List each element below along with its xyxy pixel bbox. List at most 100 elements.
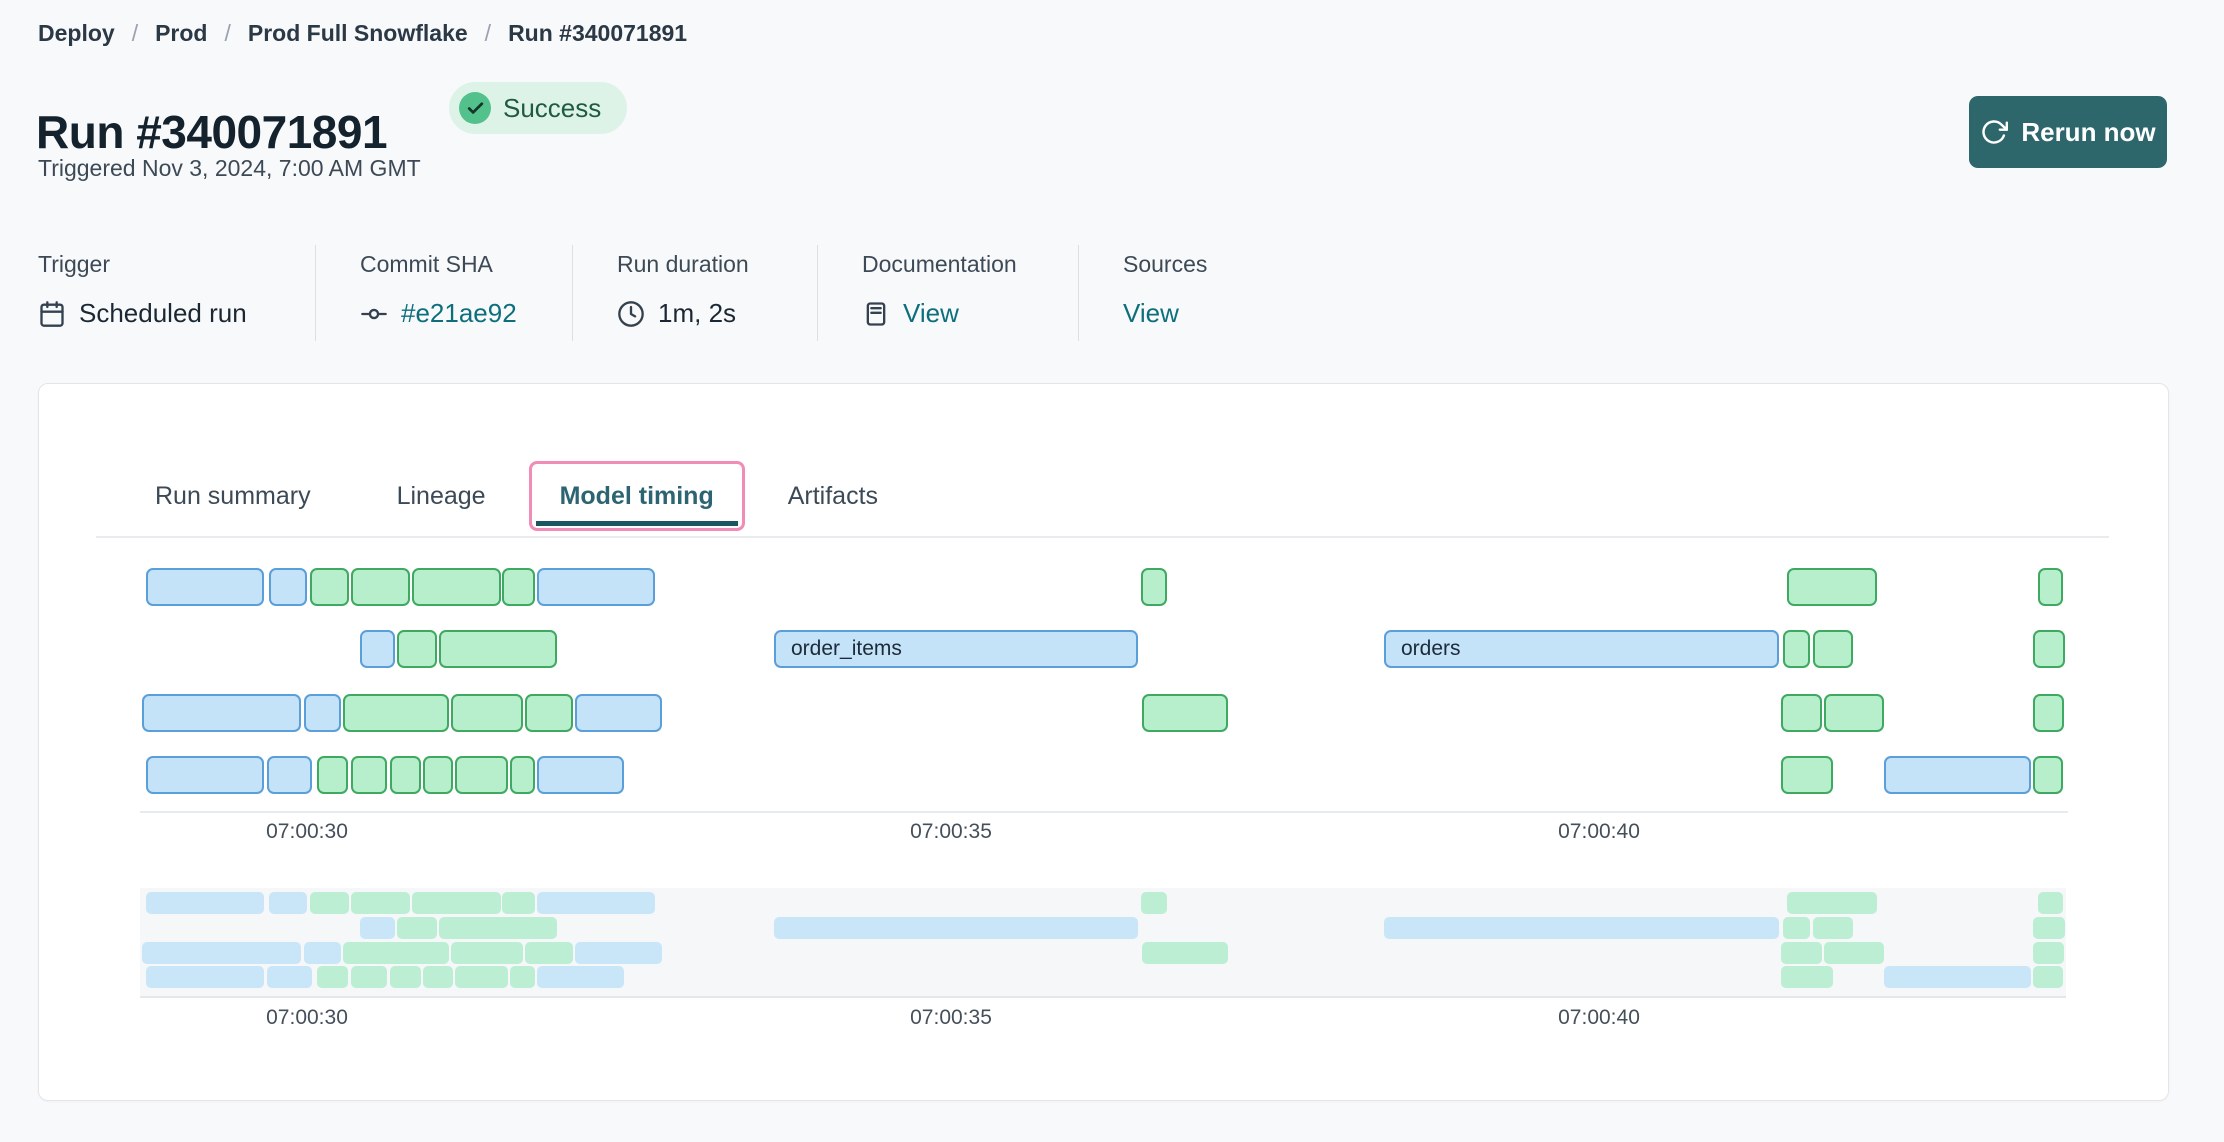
gantt-bar[interactable] xyxy=(2038,568,2063,606)
document-icon xyxy=(862,300,890,328)
tab-run-summary[interactable]: Run summary xyxy=(155,481,311,510)
documentation-view-link[interactable]: View xyxy=(903,298,959,328)
gantt-bar[interactable] xyxy=(537,568,655,606)
gantt-bar[interactable] xyxy=(146,756,264,794)
minimap-bar xyxy=(451,942,523,964)
meta-duration-label: Run duration xyxy=(617,251,749,277)
gantt-bar[interactable] xyxy=(525,694,573,732)
gantt-bar[interactable] xyxy=(1824,694,1884,732)
meta-sources-label: Sources xyxy=(1123,251,1208,277)
rerun-now-button[interactable]: Rerun now xyxy=(1969,96,2167,168)
gantt-bar[interactable] xyxy=(267,756,312,794)
minimap-bar xyxy=(439,917,557,939)
meta-trigger-value: Scheduled run xyxy=(79,298,247,328)
gantt-bar[interactable] xyxy=(142,694,301,732)
minimap-bar xyxy=(412,892,501,914)
breadcrumb-deploy[interactable]: Deploy xyxy=(38,20,115,46)
minimap-bar xyxy=(774,917,1138,939)
gantt-bar[interactable] xyxy=(451,694,523,732)
minimap-bar xyxy=(397,917,437,939)
gantt-bar[interactable] xyxy=(343,694,449,732)
minimap-bar xyxy=(455,966,508,988)
page-title: Run #340071891 xyxy=(36,105,388,158)
gantt-bar[interactable] xyxy=(502,568,535,606)
gantt-bar[interactable] xyxy=(537,756,624,794)
gantt-bar[interactable] xyxy=(317,756,348,794)
minimap-bar xyxy=(1813,917,1853,939)
meta-run-duration: Run duration 1m, 2s xyxy=(572,245,817,341)
tab-bar: Run summary Lineage Model timing Artifac… xyxy=(155,458,878,534)
minimap-bar xyxy=(343,942,449,964)
gantt-bar[interactable] xyxy=(390,756,421,794)
gantt-bar[interactable] xyxy=(1781,756,1833,794)
commit-icon xyxy=(360,300,388,328)
minimap-bar xyxy=(310,892,349,914)
minimap-bar xyxy=(575,942,662,964)
minimap-bar xyxy=(317,966,348,988)
gantt-bar[interactable] xyxy=(351,756,387,794)
minimap-bar xyxy=(525,942,573,964)
minimap-bar xyxy=(537,966,624,988)
minimap-bar xyxy=(351,892,410,914)
gantt-bar[interactable] xyxy=(1813,630,1853,668)
meta-trigger: Trigger Scheduled run xyxy=(38,245,315,341)
gantt-bar[interactable] xyxy=(397,630,437,668)
gantt-bar[interactable] xyxy=(1141,568,1167,606)
minimap-bar xyxy=(1884,966,2031,988)
minimap-bar xyxy=(510,966,535,988)
meta-documentation: Documentation View xyxy=(817,245,1078,341)
rerun-icon xyxy=(1980,118,2009,146)
minimap-bar xyxy=(304,942,341,964)
gantt-bar[interactable] xyxy=(1781,694,1822,732)
gantt-bar[interactable] xyxy=(2033,630,2065,668)
gantt-bar[interactable] xyxy=(351,568,410,606)
success-check-icon xyxy=(459,92,491,124)
minimap-bar xyxy=(1384,917,1779,939)
meta-commit-sha: Commit SHA #e21ae92 xyxy=(315,245,572,341)
meta-trigger-label: Trigger xyxy=(38,251,110,277)
gantt-bar[interactable] xyxy=(423,756,453,794)
breadcrumb-separator: / xyxy=(484,20,492,46)
gantt-bar[interactable] xyxy=(439,630,557,668)
breadcrumb-separator: / xyxy=(131,20,139,46)
run-meta-row: Trigger Scheduled run Commit SHA #e21ae9… xyxy=(38,245,1308,341)
gantt-bar[interactable] xyxy=(412,568,501,606)
gantt-bar[interactable] xyxy=(1142,694,1228,732)
meta-sources: Sources View xyxy=(1078,245,1308,341)
minimap-bar xyxy=(2033,942,2064,964)
minimap-bar xyxy=(1142,942,1228,964)
tab-lineage[interactable]: Lineage xyxy=(396,481,486,510)
sources-view-link[interactable]: View xyxy=(1123,298,1179,328)
gantt-bar[interactable] xyxy=(455,756,508,794)
breadcrumb-separator: / xyxy=(224,20,231,46)
gantt-bar[interactable] xyxy=(146,568,264,606)
meta-duration-value: 1m, 2s xyxy=(658,298,737,328)
gantt-bar[interactable]: order_items xyxy=(774,630,1138,668)
breadcrumb: Deploy / Prod / Prod Full Snowflake / Ru… xyxy=(38,20,687,47)
breadcrumb-prod[interactable]: Prod xyxy=(155,20,208,46)
gantt-bar[interactable] xyxy=(304,694,341,732)
minimap-bar xyxy=(390,966,421,988)
minimap-bar xyxy=(267,966,312,988)
meta-docs-label: Documentation xyxy=(862,251,1017,277)
gantt-axis-line xyxy=(140,811,2068,813)
gantt-bar[interactable]: orders xyxy=(1384,630,1779,668)
gantt-bar[interactable] xyxy=(1787,568,1877,606)
gantt-bar[interactable] xyxy=(360,630,395,668)
gantt-bar[interactable] xyxy=(510,756,535,794)
gantt-bar[interactable] xyxy=(2033,756,2063,794)
gantt-bar[interactable] xyxy=(269,568,307,606)
breadcrumb-job[interactable]: Prod Full Snowflake xyxy=(247,20,468,46)
minimap-bar xyxy=(1141,892,1167,914)
gantt-bar[interactable] xyxy=(1783,630,1810,668)
gantt-bar[interactable] xyxy=(2033,694,2064,732)
calendar-icon xyxy=(38,300,66,328)
tab-model-timing[interactable]: Model timing xyxy=(528,461,745,531)
triggered-timestamp: Triggered Nov 3, 2024, 7:00 AM GMT xyxy=(38,155,421,181)
gantt-bar[interactable] xyxy=(310,568,349,606)
tab-artifacts[interactable]: Artifacts xyxy=(787,481,879,510)
gantt-bar[interactable] xyxy=(1884,756,2031,794)
gantt-bar[interactable] xyxy=(575,694,662,732)
commit-sha-link[interactable]: #e21ae92 xyxy=(401,298,517,328)
